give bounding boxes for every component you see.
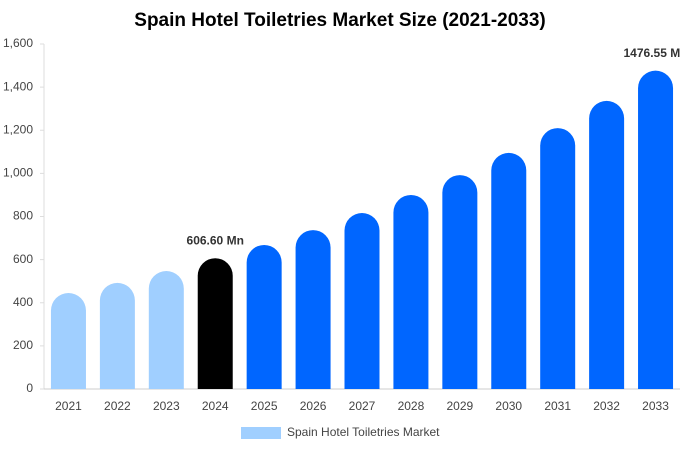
value-label: 606.60 Mn: [187, 233, 244, 247]
x-tick-label: 2029: [446, 399, 473, 413]
x-tick-label: 2021: [55, 399, 82, 413]
x-tick-label: 2025: [251, 399, 278, 413]
legend-label: Spain Hotel Toiletries Market: [287, 425, 440, 439]
chart-title: Spain Hotel Toiletries Market Size (2021…: [134, 10, 545, 31]
x-tick-label: 2032: [593, 399, 620, 413]
y-tick-label: 600: [13, 252, 33, 266]
bar: [344, 213, 380, 389]
y-tick-label: 800: [13, 209, 33, 223]
x-tick-label: 2033: [642, 399, 669, 413]
bar: [393, 194, 429, 389]
x-tick-label: 2022: [104, 399, 131, 413]
bar: [589, 100, 625, 390]
y-tick-label: 0: [26, 381, 33, 395]
x-tick-label: 2027: [349, 399, 376, 413]
y-tick-label: 400: [13, 295, 33, 309]
bar: [295, 230, 331, 389]
bar: [491, 152, 527, 389]
x-tick-label: 2024: [202, 399, 229, 413]
bar: [540, 128, 576, 389]
x-tick-label: 2026: [300, 399, 327, 413]
y-tick-label: 200: [13, 338, 33, 352]
bar: [99, 282, 135, 389]
bar: [246, 244, 282, 389]
legend-swatch: [241, 427, 281, 439]
x-tick-label: 2023: [153, 399, 180, 413]
y-tick-label: 1,400: [3, 79, 33, 93]
bar: [148, 271, 184, 389]
bar: [442, 175, 478, 389]
x-tick-label: 2030: [495, 399, 522, 413]
y-tick-label: 1,600: [3, 36, 33, 50]
value-label: 1476.55 Mn: [624, 46, 680, 60]
y-tick-label: 1,200: [3, 122, 33, 136]
bar: [197, 258, 233, 389]
x-tick-label: 2028: [398, 399, 425, 413]
bar: [638, 70, 674, 390]
y-tick-label: 1,000: [3, 166, 33, 180]
bar: [50, 293, 86, 389]
x-tick-label: 2031: [544, 399, 571, 413]
